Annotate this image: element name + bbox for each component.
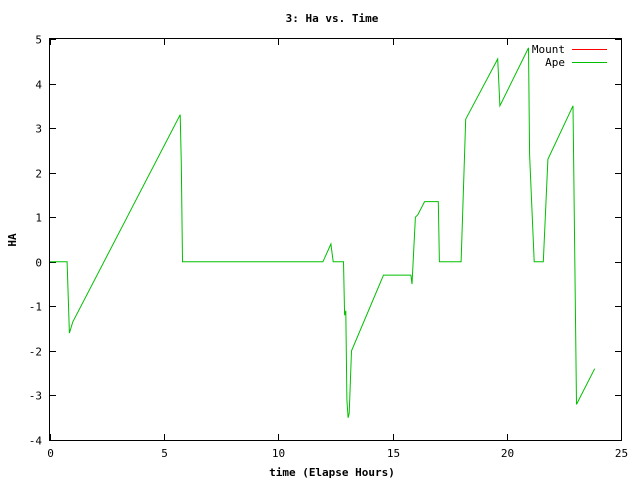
y-tick-label: -1	[29, 301, 42, 314]
y-tick-label: 5	[35, 34, 42, 47]
y-tick-label: 2	[35, 168, 42, 181]
y-tick-label: -3	[29, 390, 42, 403]
chart-title: 3: Ha vs. Time	[286, 12, 379, 25]
y-tick-label: 0	[35, 257, 42, 270]
plot-frame	[49, 38, 622, 441]
y-tick-label: -2	[29, 346, 42, 359]
y-tick-label: 3	[35, 123, 42, 136]
y-axis-label: HA	[6, 233, 19, 247]
x-axis: 0 5 10 15 20 25	[47, 39, 628, 460]
legend-label-ape: Ape	[545, 56, 565, 69]
x-tick-label: 0	[47, 447, 54, 460]
x-tick-label: 10	[272, 447, 285, 460]
series-line-ape	[50, 47, 596, 418]
y-tick-label: 1	[35, 212, 42, 225]
y-tick-label: 4	[35, 79, 42, 92]
x-tick-label: 5	[161, 447, 168, 460]
y-axis: -4 -3 -2 -1 0 1 2 3 4 5	[29, 34, 621, 448]
x-axis-label: time (Elapse Hours)	[269, 466, 395, 479]
legend-label-mount: Mount	[532, 43, 565, 56]
x-tick-label: 15	[387, 447, 400, 460]
y-tick-label: -4	[29, 435, 43, 448]
x-tick-label: 20	[501, 447, 514, 460]
series-lines	[50, 47, 596, 418]
x-tick-label: 25	[615, 447, 628, 460]
